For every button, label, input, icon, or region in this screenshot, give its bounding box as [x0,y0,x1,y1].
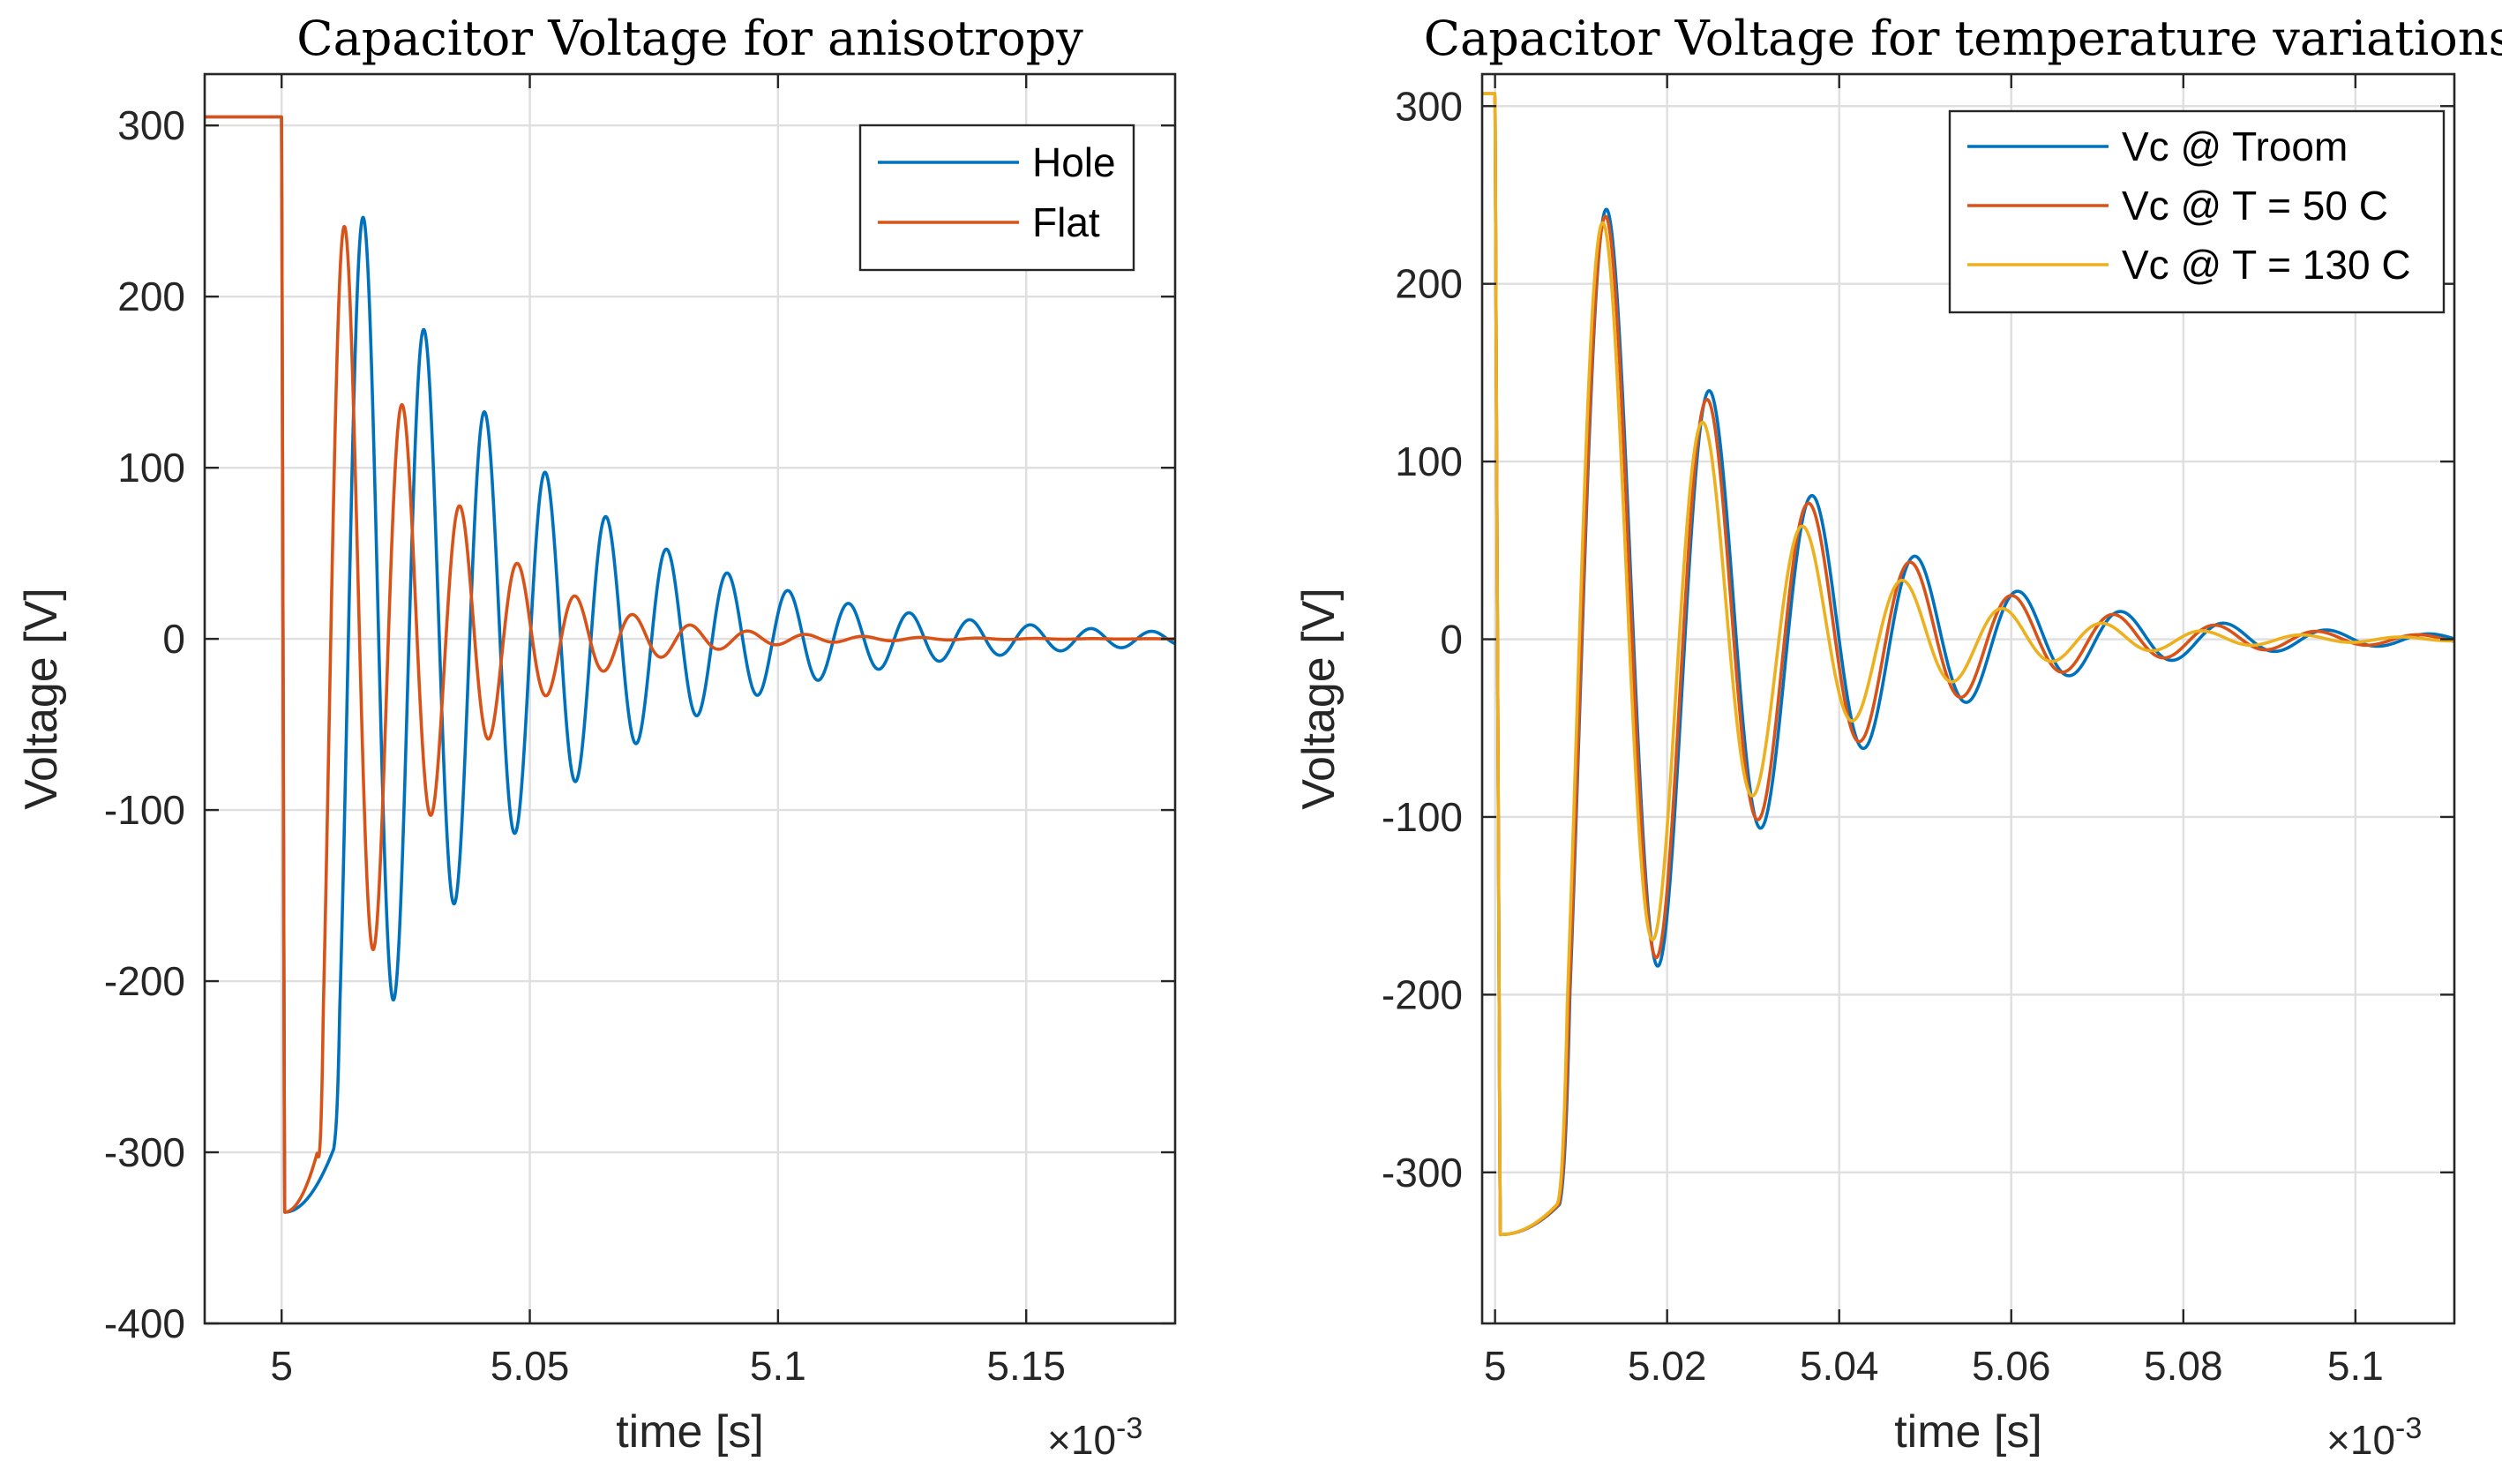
y-tick-label: 0 [1440,617,1463,663]
y-tick-label: -200 [104,958,185,1004]
x-tick-label: 5.06 [1972,1343,2051,1389]
x-tick-label: 5.08 [2144,1343,2223,1389]
x-tick-label: 5.04 [1800,1343,1879,1389]
y-tick-label: -200 [1382,971,1463,1017]
legend-label: Vc @ T = 50 C [2122,183,2388,229]
axes-box [203,72,1177,1325]
x-axis-label: time [s] [616,1406,764,1458]
x-exponent-label: ×10-3 [2326,1412,2422,1463]
right-plot: Capacitor Voltage for temperature variat… [1293,11,2502,1463]
legend-label: Vc @ Troom [2122,124,2348,169]
y-tick-label: 100 [1395,438,1463,484]
y-tick-label: -100 [1382,794,1463,840]
y-tick-label: 300 [117,102,185,148]
y-tick-label: -400 [104,1300,185,1346]
x-tick-label: 5 [1484,1343,1507,1389]
series-line-hole [205,115,1175,1214]
x-tick-label: 5.1 [750,1343,806,1389]
y-tick-label: -100 [104,787,185,833]
x-exponent-label: ×10-3 [1047,1412,1142,1463]
legend-label: Vc @ T = 130 C [2122,242,2411,288]
y-axis-label: Voltage [V] [16,588,67,810]
x-tick-label: 5.05 [491,1343,570,1389]
series-group [1482,92,2454,1237]
series-line-vc-t-130-c [1482,92,2454,1237]
y-tick-label: 200 [1395,261,1463,307]
x-tick-label: 5 [270,1343,293,1389]
x-tick-label: 5.02 [1628,1343,1707,1389]
x-axis-label: time [s] [1894,1406,2042,1458]
series-group [205,115,1175,1214]
legend-box [858,124,1135,272]
series-line-flat [205,115,1175,1214]
x-tick-label: 5.1 [2327,1343,2384,1389]
legend-box [1948,109,2446,314]
legend: Hole Flat [858,124,1135,272]
y-tick-label: -300 [104,1129,185,1175]
y-axis-label: Voltage [V] [1293,588,1345,810]
axes-box [1480,72,2456,1325]
y-tick-label: 200 [117,274,185,319]
y-tick-label: 0 [162,616,185,662]
legend-label: Hole [1032,139,1116,185]
y-tick-label: -300 [1382,1150,1463,1195]
y-tick-label: 100 [117,445,185,491]
legend: Vc @ Troom Vc @ T = 50 C Vc @ T = 130 C [1948,109,2446,314]
legend-label: Flat [1032,199,1100,245]
series-line-vc-t-50-c [1482,92,2454,1237]
chart-title: Capacitor Voltage for anisotropy [296,11,1083,66]
x-tick-label: 5.15 [986,1343,1066,1389]
left-plot: Capacitor Voltage for anisotropy Voltage… [16,11,1177,1463]
y-tick-label: 300 [1395,83,1463,129]
chart-title: Capacitor Voltage for temperature variat… [1424,11,2502,66]
